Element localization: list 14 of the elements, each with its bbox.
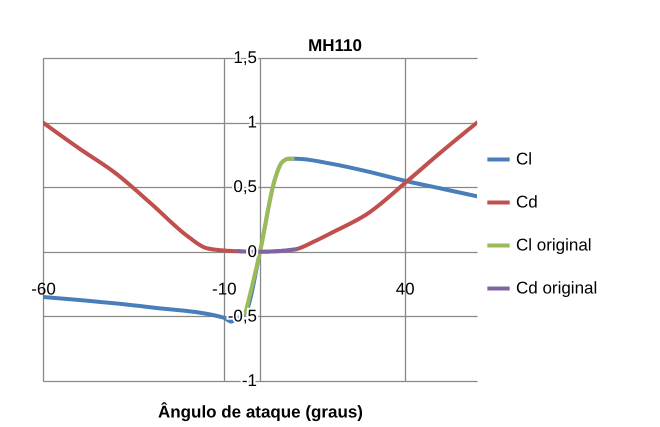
x-tick-label: -10 (212, 280, 237, 298)
y-tick-label: 1 (248, 112, 257, 132)
y-tick-label: 0,5 (233, 177, 257, 196)
x-tick-label: 40 (396, 280, 415, 298)
y-tick-label: -1 (242, 371, 257, 390)
legend-label: Cd original (516, 278, 598, 298)
x-axis-title: Ângulo de ataque (graus) (158, 402, 363, 422)
legend-label: Cl original (516, 236, 592, 254)
x-tick-label: -60 (31, 280, 56, 298)
legend-label: Cl (516, 150, 532, 168)
legend-label: Cd (516, 192, 538, 212)
chart-title: MH110 (308, 36, 362, 55)
y-tick-label: 1,5 (233, 48, 257, 67)
y-tick-label: 0 (248, 242, 257, 261)
